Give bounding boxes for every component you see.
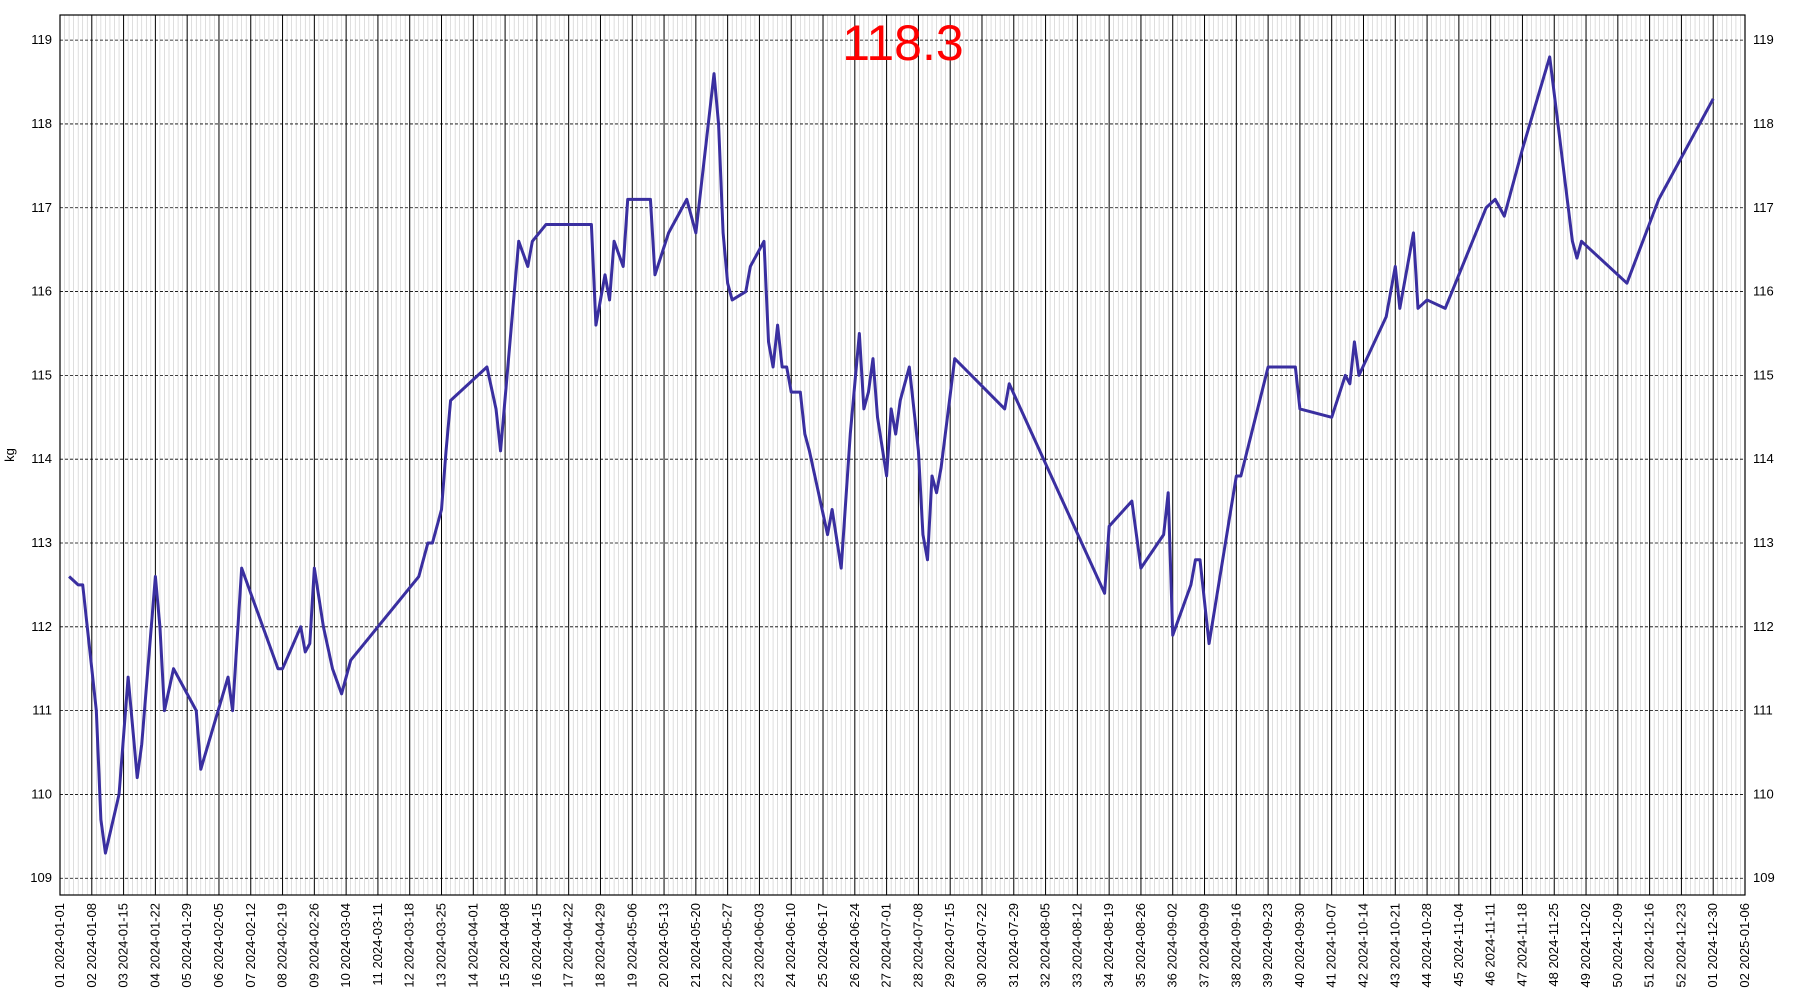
x-tick-label: 07 2024-02-12	[243, 903, 258, 988]
x-tick-label: 46 2024-11-11	[1483, 903, 1498, 986]
x-tick-label: 17 2024-04-22	[561, 903, 576, 988]
y2-tick-label: 113	[1753, 535, 1774, 550]
x-tick-label: 44 2024-10-28	[1419, 903, 1434, 988]
x-tick-label: 28 2024-07-08	[910, 903, 925, 988]
x-tick-label: 22 2024-05-27	[720, 903, 735, 988]
y2-tick-label: 110	[1753, 786, 1774, 801]
y-tick-label: 114	[31, 451, 52, 466]
x-tick-label: 38 2024-09-16	[1228, 903, 1243, 988]
y-tick-label: 118	[31, 116, 52, 131]
x-tick-label: 24 2024-06-10	[783, 903, 798, 988]
x-tick-label: 51 2024-12-16	[1642, 903, 1657, 988]
y-axis-label: kg	[2, 448, 17, 462]
y2-tick-label: 109	[1753, 870, 1775, 885]
y-tick-label: 116	[31, 284, 52, 299]
y-tick-label: 115	[31, 367, 52, 382]
x-tick-label: 06 2024-02-05	[211, 903, 226, 988]
x-tick-label: 15 2024-04-08	[497, 903, 512, 988]
y2-tick-label: 114	[1753, 451, 1774, 466]
x-tick-label: 08 2024-02-19	[275, 903, 290, 988]
y-tick-label: 119	[31, 32, 52, 47]
x-tick-label: 02 2025-01-06	[1737, 903, 1752, 988]
x-tick-label: 31 2024-07-29	[1006, 903, 1021, 988]
x-tick-label: 05 2024-01-29	[179, 903, 194, 988]
y2-tick-label: 111	[1753, 703, 1773, 718]
x-tick-label: 18 2024-04-29	[592, 903, 607, 988]
y-tick-label: 113	[31, 535, 52, 550]
x-tick-label: 10 2024-03-04	[338, 903, 353, 988]
y-tick-label: 117	[31, 200, 52, 215]
x-tick-label: 45 2024-11-04	[1451, 903, 1466, 987]
x-tick-label: 04 2024-01-22	[147, 903, 162, 988]
annotation: 118.3	[842, 15, 963, 71]
y-tick-label: 111	[32, 703, 52, 718]
x-tick-label: 52 2024-12-23	[1673, 903, 1688, 988]
x-tick-label: 50 2024-12-09	[1610, 903, 1625, 988]
x-tick-label: 49 2024-12-02	[1578, 903, 1593, 988]
x-tick-label: 30 2024-07-22	[974, 903, 989, 988]
y2-tick-label: 116	[1753, 284, 1774, 299]
y2-tick-label: 118	[1753, 116, 1774, 131]
x-tick-label: 27 2024-07-01	[879, 903, 894, 988]
x-tick-label: 11 2024-03-11	[370, 903, 385, 986]
x-tick-label: 01 2024-01-01	[52, 903, 67, 988]
y-tick-label: 110	[31, 786, 52, 801]
x-tick-label: 42 2024-10-14	[1355, 903, 1370, 988]
data-line	[68, 55, 1715, 855]
x-tick-label: 34 2024-08-19	[1101, 903, 1116, 988]
y-tick-label: 109	[30, 870, 52, 885]
x-tick-label: 39 2024-09-23	[1260, 903, 1275, 988]
x-tick-label: 13 2024-03-25	[434, 903, 449, 988]
x-tick-label: 20 2024-05-13	[656, 903, 671, 988]
x-tick-label: 23 2024-06-03	[751, 903, 766, 988]
y2-tick-label: 119	[1753, 32, 1774, 47]
x-tick-label: 40 2024-09-30	[1292, 903, 1307, 988]
x-tick-label: 35 2024-08-26	[1133, 903, 1148, 988]
x-tick-label: 09 2024-02-26	[306, 903, 321, 988]
x-tick-label: 47 2024-11-18	[1514, 903, 1529, 987]
x-tick-label: 25 2024-06-17	[815, 903, 830, 988]
y2-tick-label: 115	[1753, 367, 1774, 382]
x-tick-label: 19 2024-05-06	[624, 903, 639, 988]
x-tick-label: 36 2024-09-02	[1165, 903, 1180, 988]
x-tick-label: 12 2024-03-18	[402, 903, 417, 988]
x-tick-label: 48 2024-11-25	[1546, 903, 1561, 987]
x-tick-label: 21 2024-05-20	[688, 903, 703, 988]
x-tick-label: 14 2024-04-01	[465, 903, 480, 988]
plot-frame	[59, 14, 1746, 896]
x-tick-label: 41 2024-10-07	[1324, 903, 1339, 988]
x-tick-label: 32 2024-08-05	[1038, 903, 1053, 988]
x-tick-label: 37 2024-09-09	[1197, 903, 1212, 988]
y-tick-label: 112	[31, 619, 52, 634]
y2-tick-label: 112	[1753, 619, 1774, 634]
x-tick-label: 26 2024-06-24	[847, 903, 862, 988]
x-tick-label: 03 2024-01-15	[116, 903, 131, 988]
x-tick-label: 02 2024-01-08	[84, 903, 99, 988]
x-tick-label: 43 2024-10-21	[1387, 903, 1402, 988]
x-tick-label: 01 2024-12-30	[1705, 903, 1720, 988]
y2-tick-label: 117	[1753, 200, 1774, 215]
x-tick-label: 29 2024-07-15	[942, 903, 957, 988]
x-tick-label: 33 2024-08-12	[1069, 903, 1084, 988]
x-tick-label: 16 2024-04-15	[529, 903, 544, 988]
